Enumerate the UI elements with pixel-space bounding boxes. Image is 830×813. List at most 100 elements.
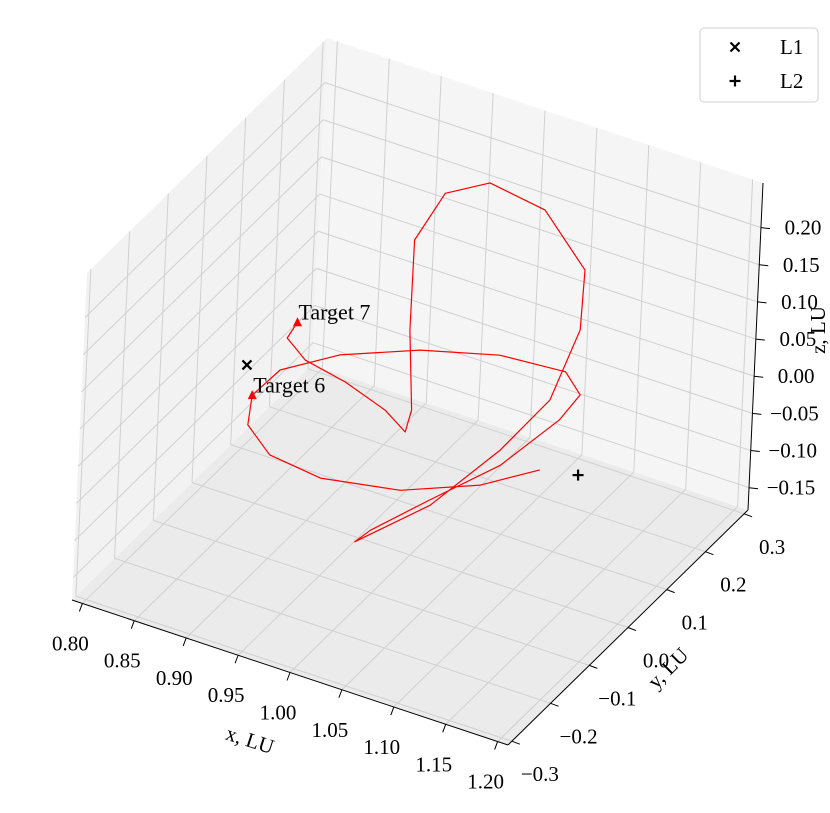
tick-mark xyxy=(627,627,637,631)
x-tick-label: 0.80 xyxy=(52,631,89,655)
z-tick-label: 0.15 xyxy=(783,253,820,277)
tick-mark xyxy=(338,689,343,698)
z-tick-label: −0.05 xyxy=(770,401,819,425)
tick-mark xyxy=(759,264,769,267)
grid-line xyxy=(312,342,750,489)
y-axis-line xyxy=(507,509,749,746)
grid-line xyxy=(581,127,598,455)
point-marker xyxy=(241,359,253,371)
x-axis-label: x, LU xyxy=(223,721,277,759)
tick-mark xyxy=(743,513,753,518)
x-tick-label: 1.20 xyxy=(467,770,504,794)
legend-marker xyxy=(729,75,741,87)
target-label: Target 7 xyxy=(298,300,370,325)
grid-line xyxy=(321,156,758,303)
grid-line xyxy=(81,156,322,393)
z-tick-label: 0.00 xyxy=(778,364,815,388)
grid-line xyxy=(268,79,285,407)
tick-mark xyxy=(78,603,83,612)
grid-line xyxy=(307,41,324,369)
grid-line xyxy=(79,193,321,430)
legend-label: L1 xyxy=(780,35,803,59)
tick-mark xyxy=(390,706,395,716)
grid-line xyxy=(324,82,762,229)
grid-line xyxy=(316,267,753,414)
y-tick-label: 0.2 xyxy=(720,573,746,597)
tick-mark xyxy=(442,724,447,733)
grid-line xyxy=(307,368,745,515)
tick-mark xyxy=(760,227,771,230)
grid-line xyxy=(737,179,754,507)
grid-line xyxy=(75,595,513,742)
grid-line xyxy=(230,117,247,445)
grid-line xyxy=(153,519,590,666)
x-tick-label: 0.90 xyxy=(156,666,193,690)
grid-line xyxy=(114,557,551,704)
grid-line xyxy=(76,268,317,504)
tick-mark xyxy=(705,551,714,556)
y-tick-label: −0.1 xyxy=(598,686,636,710)
x-tick-label: 0.85 xyxy=(104,649,141,673)
tick-mark xyxy=(234,655,239,664)
tick-mark xyxy=(752,412,762,415)
legend-label: L2 xyxy=(780,69,803,93)
y-tick-label: −0.3 xyxy=(521,762,559,786)
tick-mark xyxy=(130,620,135,629)
tick-mark xyxy=(666,589,675,594)
tick-mark xyxy=(757,301,767,304)
legend-box xyxy=(699,27,819,103)
grid-line xyxy=(114,231,131,559)
grid-line xyxy=(230,444,667,591)
grid-line xyxy=(314,305,751,452)
x-axis-line xyxy=(71,599,509,746)
z-tick-label: −0.10 xyxy=(768,439,817,463)
z-axis-line xyxy=(747,182,764,511)
x-tick-label: 1.15 xyxy=(415,752,452,776)
tick-mark xyxy=(511,740,521,745)
grid-line xyxy=(477,93,494,421)
target-marker xyxy=(247,390,257,400)
grid-line xyxy=(72,342,314,579)
grid-line xyxy=(74,305,316,541)
grid-line xyxy=(75,269,92,597)
tick-mark xyxy=(494,741,499,750)
tick-mark xyxy=(754,375,764,378)
grid-line xyxy=(152,193,169,521)
tick-mark xyxy=(550,702,559,707)
grid-line xyxy=(269,406,706,553)
tick-mark xyxy=(755,338,765,341)
z-tick-label: 0.10 xyxy=(781,290,818,314)
y-tick-label: 0.3 xyxy=(759,535,785,559)
grid-line xyxy=(77,230,319,467)
x-tick-label: 0.95 xyxy=(208,683,245,707)
grid-line xyxy=(373,58,390,386)
target-marker xyxy=(292,317,302,327)
tick-mark xyxy=(748,487,759,490)
y-tick-label: 0.1 xyxy=(682,611,708,635)
grid-line xyxy=(529,110,546,438)
y-tick-label: −0.2 xyxy=(560,724,598,748)
z-axis-label: z, LU xyxy=(806,306,830,354)
x-tick-label: 1.05 xyxy=(312,718,349,742)
z-tick-label: −0.15 xyxy=(767,476,816,500)
grid-line xyxy=(84,82,326,318)
marker-stroke xyxy=(241,359,253,371)
z-tick-label: 0.05 xyxy=(779,327,816,351)
marker-stroke xyxy=(729,41,741,53)
y-tick-label: 0.0 xyxy=(643,649,669,673)
tick-mark xyxy=(750,450,760,453)
tick-mark xyxy=(286,672,291,681)
grid-line xyxy=(317,230,755,377)
tick-mark xyxy=(182,637,187,647)
point-marker xyxy=(572,469,584,481)
grid-line xyxy=(323,119,760,266)
grid-line xyxy=(633,145,650,473)
grid-line xyxy=(321,41,338,369)
tick-mark xyxy=(589,664,598,669)
grid-line xyxy=(685,162,702,490)
z-tick-label: 0.20 xyxy=(785,216,822,240)
trajectory-line xyxy=(247,182,586,543)
